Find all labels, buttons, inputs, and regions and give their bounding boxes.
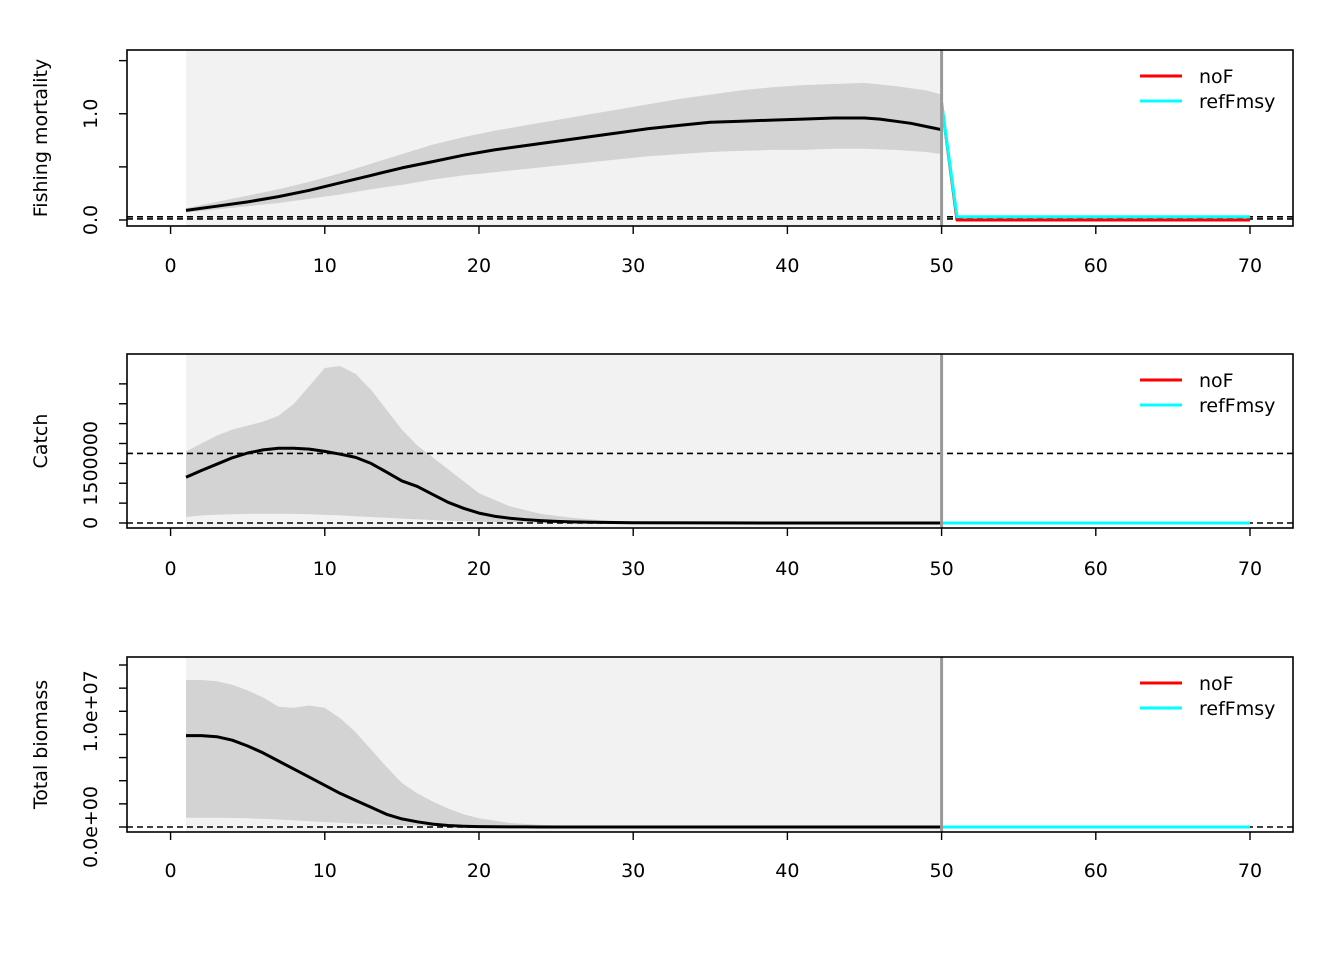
plot-frame <box>126 656 1294 833</box>
x-tick-label: 60 <box>1084 860 1108 882</box>
x-tick-label: 10 <box>313 860 337 882</box>
x-tick-label: 70 <box>1238 860 1262 882</box>
x-tick-label: 10 <box>313 255 337 277</box>
plot-frame <box>126 353 1294 529</box>
x-tick-label: 30 <box>621 558 645 580</box>
x-tick-label: 20 <box>467 860 491 882</box>
x-tick-label: 40 <box>775 860 799 882</box>
legend-label-refFmsy: refFmsy <box>1199 698 1275 720</box>
confidence-band <box>186 680 942 827</box>
series-refFmsy-line <box>940 102 1250 219</box>
y-axis-title: Catch <box>30 414 52 469</box>
legend: noF refFmsy <box>1140 673 1275 720</box>
x-tick-label: 70 <box>1238 255 1262 277</box>
median-line <box>185 446 942 525</box>
x-tick-label: 10 <box>313 558 337 580</box>
x-tick-label: 40 <box>775 558 799 580</box>
x-tick-label: 70 <box>1238 558 1262 580</box>
confidence-band <box>186 366 942 523</box>
plot-frame <box>126 49 1294 227</box>
y-tick-label: 1500000 <box>80 421 102 506</box>
x-tick-label: 0 <box>165 558 177 580</box>
y-tick-label: 1.0 <box>80 99 102 129</box>
y-tick-label: 0 <box>80 517 102 529</box>
x-tick-label: 30 <box>621 860 645 882</box>
x-tick-label: 20 <box>467 255 491 277</box>
median-line <box>186 734 942 829</box>
x-tick-label: 60 <box>1084 255 1108 277</box>
x-tick-label: 40 <box>775 255 799 277</box>
panel-1: 0 10 20 30 40 50 60 70 0.0 1.0 Fishing mortality no… <box>30 49 1294 277</box>
panel-2: 0 10 20 30 40 50 60 70 0 1500000 Catch noF refFmsy <box>30 353 1294 580</box>
legend: noF refFmsy <box>1140 370 1275 417</box>
median-line <box>185 116 942 212</box>
legend-label-noF: noF <box>1199 370 1234 392</box>
legend: noF refFmsy <box>1140 66 1275 113</box>
y-axis-title: Fishing mortality <box>30 59 52 217</box>
x-tick-label: 30 <box>621 255 645 277</box>
panel-3: 0 10 20 30 40 50 60 70 0.0e+00 1.0e+07 Total bioma… <box>30 656 1294 882</box>
y-tick-label: 0.0e+00 <box>80 786 102 868</box>
legend-label-refFmsy: refFmsy <box>1199 395 1275 417</box>
x-tick-label: 50 <box>930 860 954 882</box>
y-axis-title: Total biomass <box>30 680 52 810</box>
y-tick-label: 0.0 <box>80 205 102 235</box>
x-tick-label: 20 <box>467 558 491 580</box>
legend-label-refFmsy: refFmsy <box>1199 91 1275 113</box>
x-tick-label: 0 <box>165 255 177 277</box>
series-noF-line <box>940 102 1250 222</box>
x-tick-label: 0 <box>165 860 177 882</box>
x-tick-label: 50 <box>930 255 954 277</box>
confidence-band <box>186 82 942 213</box>
legend-label-noF: noF <box>1199 673 1234 695</box>
x-tick-label: 50 <box>930 558 954 580</box>
y-tick-label: 1.0e+07 <box>80 670 102 752</box>
x-tick-label: 60 <box>1084 558 1108 580</box>
legend-label-noF: noF <box>1199 66 1234 88</box>
